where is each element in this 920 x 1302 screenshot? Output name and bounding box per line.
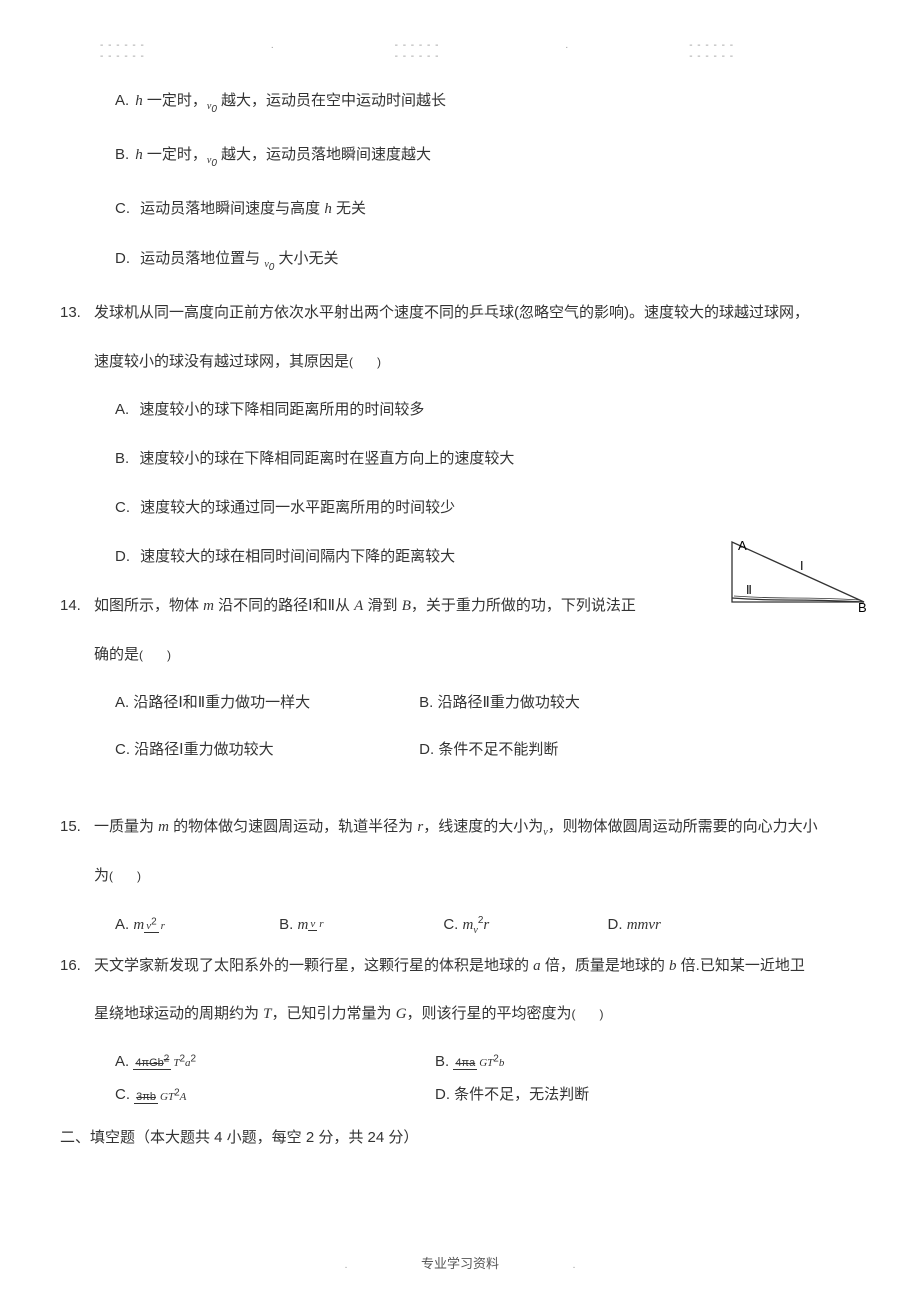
blank-paren: ( ) [572, 1007, 604, 1021]
q15-option-c: C. mv2r [443, 911, 603, 940]
q16-option-a: A. 4πGb2T2a2 [115, 1049, 435, 1075]
var-b: b [669, 958, 677, 974]
q12-option-a: A.h 一定时，v0 越大，运动员在空中运动时间越长 [115, 87, 860, 119]
q13-option-a: A. 速度较小的球下降相同距离所用的时间较多 [115, 396, 860, 423]
question-text: 发球机从同一高度向正前方依次水平射出两个速度不同的乒乓球(忽略空气的影响)。速度… [94, 299, 860, 328]
sub-v0: v0 [207, 146, 217, 163]
option-label: D. [115, 548, 130, 565]
var-h: h [324, 201, 332, 217]
q14-option-a: A. 沿路径Ⅰ和Ⅱ重力做功一样大 [115, 689, 415, 716]
option-label: C. [115, 499, 130, 516]
option-label: B. [115, 450, 129, 467]
page-footer: . 专业学习资料 . [0, 1253, 920, 1272]
q16-option-d: D. 条件不足，无法判断 [435, 1082, 755, 1108]
q14-figure: A B Ⅰ Ⅱ [730, 540, 870, 619]
question-number: 13. [60, 299, 94, 328]
question-text: 天文学家新发现了太阳系外的一颗行星，这颗行星的体积是地球的 a 倍，质量是地球的… [94, 952, 860, 981]
q14-option-d: D. 条件不足不能判断 [419, 736, 719, 763]
question-13: 13. 发球机从同一高度向正前方依次水平射出两个速度不同的乒乓球(忽略空气的影响… [60, 299, 860, 328]
sub-v0: v0 [207, 92, 217, 109]
option-label: A. [115, 92, 129, 109]
blank-paren: ( ) [349, 355, 381, 369]
q15-option-a: A. mv2r [115, 911, 275, 939]
fig-label-b: B [858, 600, 867, 615]
q15-option-d: D. mmvr [608, 911, 768, 939]
question-number: 16. [60, 952, 94, 981]
q12-option-b: B.h 一定时，v0 越大，运动员落地瞬间速度越大 [115, 141, 860, 173]
question-15-line2: 为( ) [94, 862, 860, 891]
sub-v0: v0 [264, 250, 274, 267]
q12-option-d: D. 运动员落地位置与 v0 大小无关 [115, 245, 860, 277]
option-label: D. [115, 250, 130, 267]
blank-paren: ( ) [139, 648, 171, 662]
q16-options: A. 4πGb2T2a2 B. 4πaGT2b C. 3πbGT2A D. 条件… [115, 1049, 860, 1108]
q14-option-b: B. 沿路径Ⅱ重力做功较大 [419, 689, 719, 716]
var-a: A [354, 598, 363, 614]
footer-text: 专业学习资料 [421, 1256, 499, 1271]
q14-option-c: C. 沿路径Ⅰ重力做功较大 [115, 736, 415, 763]
var-h: h [135, 147, 143, 163]
question-16-line2: 星绕地球运动的周期约为 T，已知引力常量为 G，则该行星的平均密度为( ) [94, 1000, 860, 1029]
q13-option-b: B. 速度较小的球在下降相同距离时在竖直方向上的速度较大 [115, 445, 860, 472]
question-15: 15. 一质量为 m 的物体做匀速圆周运动，轨道半径为 r，线速度的大小为v，则… [60, 813, 860, 842]
var-t: T [263, 1006, 271, 1022]
q14-options-row1: A. 沿路径Ⅰ和Ⅱ重力做功一样大 B. 沿路径Ⅱ重力做功较大 [115, 689, 860, 716]
fig-label-a: A [738, 540, 747, 553]
q14-options-row2: C. 沿路径Ⅰ重力做功较大 D. 条件不足不能判断 [115, 736, 860, 763]
q15-options: A. mv2r B. mvr C. mv2r D. mmvr [115, 911, 860, 940]
q13-option-c: C. 速度较大的球通过同一水平距离所用的时间较少 [115, 494, 860, 521]
q12-option-c: C. 运动员落地瞬间速度与高度 h 无关 [115, 195, 860, 223]
q16-option-b: B. 4πaGT2b [435, 1049, 755, 1075]
var-a: a [533, 958, 541, 974]
fig-label-ii: Ⅱ [746, 583, 752, 597]
var-g: G [396, 1006, 407, 1022]
q16-option-c: C. 3πbGT2A [115, 1082, 435, 1108]
var-h: h [135, 93, 143, 109]
header-dashes: - - - - - - - - - - - - . - - - - - - - … [60, 40, 860, 62]
question-number: 14. [60, 592, 94, 621]
question-14-line2: 确的是( ) [94, 641, 860, 670]
question-16: 16. 天文学家新发现了太阳系外的一颗行星，这颗行星的体积是地球的 a 倍，质量… [60, 952, 860, 981]
section-2-title: 二、填空题（本大题共 4 小题，每空 2 分，共 24 分） [60, 1124, 860, 1151]
option-label: A. [115, 401, 129, 418]
var-b: B [402, 598, 411, 614]
option-label: B. [115, 146, 129, 163]
blank-paren: ( ) [109, 869, 141, 883]
fig-label-i: Ⅰ [800, 559, 804, 573]
question-13-line2: 速度较小的球没有越过球网，其原因是( ) [94, 348, 860, 377]
var-m: m [158, 819, 169, 835]
var-m: m [203, 598, 214, 614]
option-label: C. [115, 200, 130, 217]
question-text: 一质量为 m 的物体做匀速圆周运动，轨道半径为 r，线速度的大小为v，则物体做圆… [94, 813, 860, 842]
q15-option-b: B. mvr [279, 911, 439, 939]
question-number: 15. [60, 813, 94, 842]
